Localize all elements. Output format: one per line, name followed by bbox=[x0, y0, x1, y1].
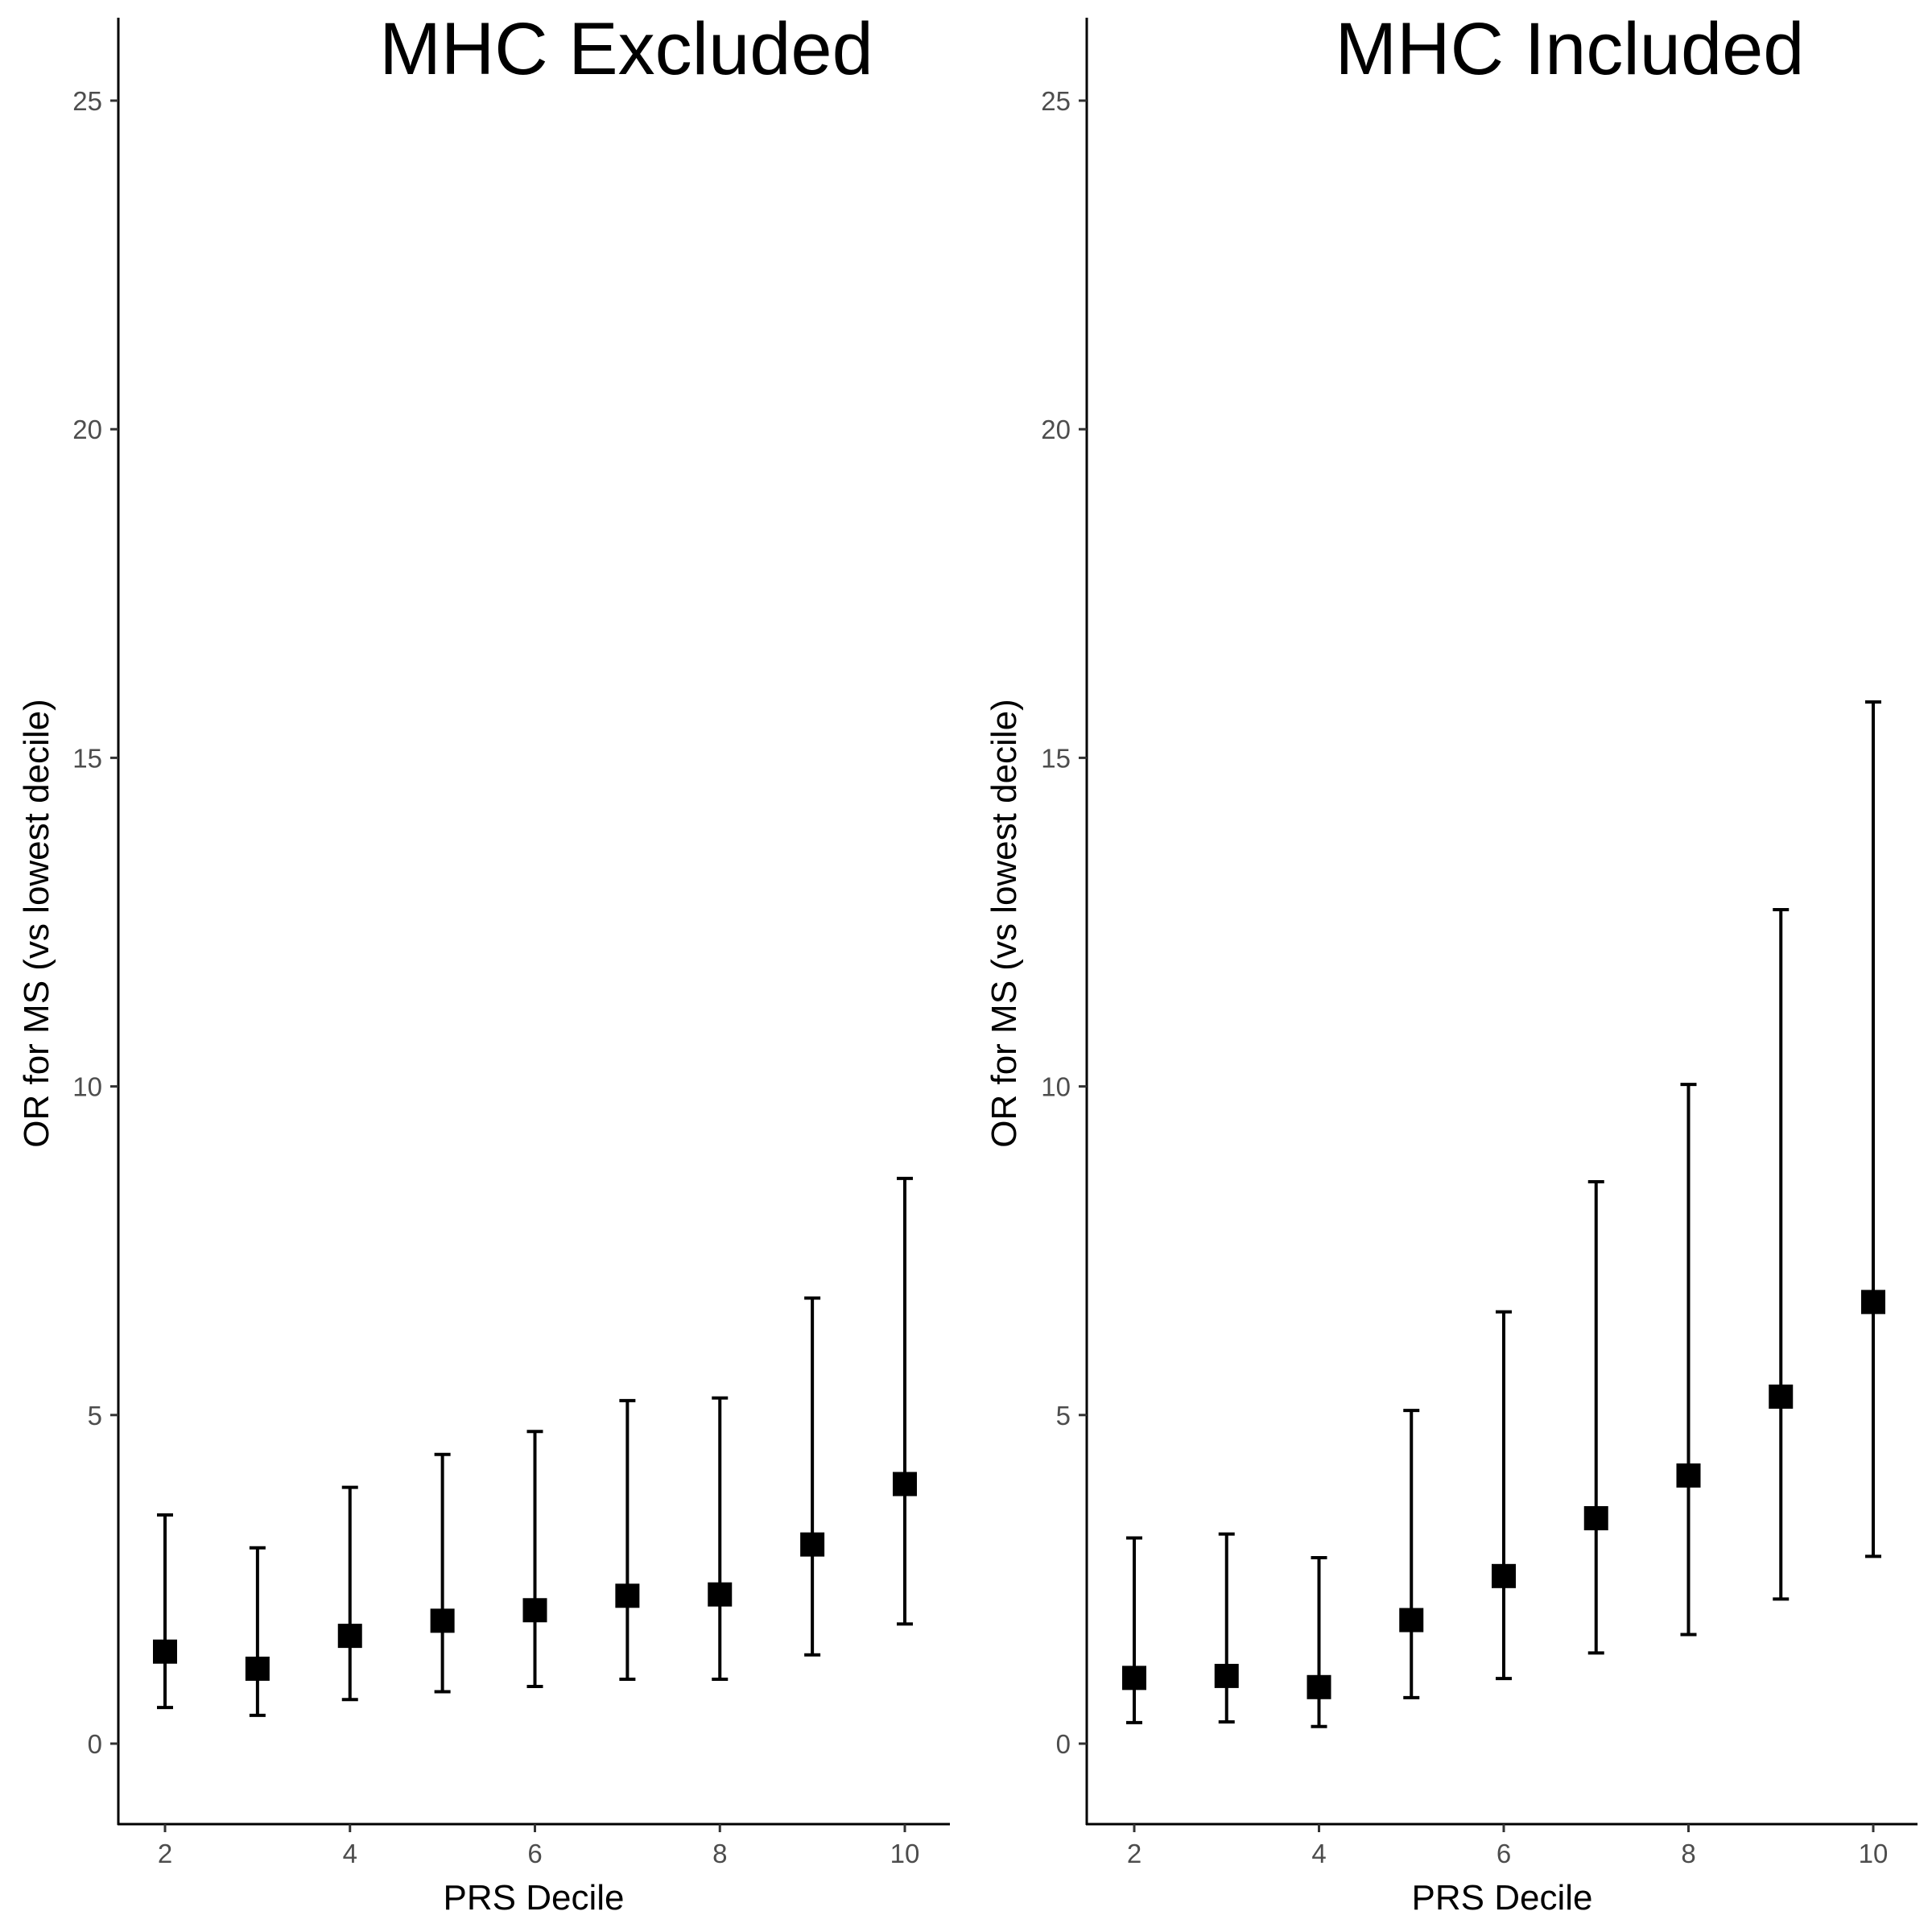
point-marker bbox=[1583, 1505, 1608, 1530]
y-tick-label: 20 bbox=[1041, 415, 1071, 444]
data-point-group bbox=[1307, 1555, 1331, 1728]
x-tick-label: 2 bbox=[1127, 1839, 1141, 1868]
x-tick-label: 6 bbox=[527, 1839, 542, 1868]
data-point-group bbox=[1214, 1532, 1239, 1724]
y-tick-label: 15 bbox=[1041, 743, 1071, 773]
x-axis-title: PRS Decile bbox=[1412, 1878, 1593, 1918]
point-marker bbox=[245, 1656, 270, 1681]
x-axis-title: PRS Decile bbox=[444, 1878, 625, 1918]
y-tick-label: 0 bbox=[1056, 1729, 1071, 1759]
point-marker bbox=[1122, 1666, 1146, 1690]
y-tick-label: 5 bbox=[1056, 1401, 1071, 1430]
panel-mhc-excluded: MHC Excluded OR for MS (vs lowest decile… bbox=[17, 8, 950, 1918]
data-point-group bbox=[800, 1296, 825, 1657]
data-point-group bbox=[615, 1398, 640, 1681]
point-marker bbox=[1492, 1563, 1516, 1588]
point-marker bbox=[893, 1472, 917, 1496]
point-marker bbox=[1307, 1674, 1331, 1699]
point-marker bbox=[708, 1582, 733, 1607]
panel-title: MHC Included bbox=[1335, 8, 1805, 90]
y-tick-label: 25 bbox=[72, 86, 102, 116]
x-tick-label: 8 bbox=[712, 1839, 727, 1868]
y-tick-label: 15 bbox=[72, 743, 102, 773]
data-point-group bbox=[522, 1430, 547, 1688]
y-tick-group: 0 5 10 15 20 25 bbox=[72, 86, 118, 1759]
x-tick-label: 6 bbox=[1496, 1839, 1511, 1868]
panel-mhc-included: MHC Included OR for MS (vs lowest decile… bbox=[985, 8, 1918, 1918]
x-tick-group: 2 4 6 8 10 bbox=[1127, 1824, 1889, 1868]
point-marker bbox=[800, 1532, 825, 1557]
y-tick-label: 5 bbox=[88, 1401, 102, 1430]
y-tick-group: 0 5 10 15 20 25 bbox=[1041, 86, 1087, 1759]
data-marks bbox=[153, 1176, 917, 1717]
data-point-group bbox=[430, 1452, 455, 1694]
point-marker bbox=[430, 1608, 455, 1633]
point-marker bbox=[1861, 1290, 1885, 1315]
data-point-group bbox=[708, 1396, 733, 1681]
point-marker bbox=[1214, 1663, 1239, 1688]
x-tick-label: 2 bbox=[158, 1839, 172, 1868]
x-tick-label: 10 bbox=[890, 1839, 920, 1868]
data-point-group bbox=[1122, 1536, 1146, 1724]
y-axis-title: OR for MS (vs lowest decile) bbox=[17, 699, 56, 1147]
y-tick-label: 25 bbox=[1041, 86, 1071, 116]
x-tick-group: 2 4 6 8 10 bbox=[158, 1824, 920, 1868]
x-tick-label: 10 bbox=[1859, 1839, 1889, 1868]
point-marker bbox=[1399, 1608, 1424, 1633]
x-tick-label: 4 bbox=[1311, 1839, 1326, 1868]
data-point-group bbox=[337, 1485, 362, 1702]
point-marker bbox=[615, 1583, 640, 1608]
y-tick-label: 0 bbox=[88, 1729, 102, 1759]
y-tick-label: 10 bbox=[1041, 1072, 1071, 1102]
point-marker bbox=[337, 1624, 362, 1649]
data-point-group bbox=[245, 1546, 270, 1717]
panel-title: MHC Excluded bbox=[379, 8, 873, 90]
x-tick-label: 8 bbox=[1681, 1839, 1695, 1868]
data-point-group bbox=[1399, 1409, 1424, 1699]
point-marker bbox=[1676, 1463, 1701, 1488]
data-point-group bbox=[1861, 700, 1885, 1558]
x-tick-label: 4 bbox=[343, 1839, 357, 1868]
data-point-group bbox=[1583, 1179, 1608, 1655]
y-tick-label: 10 bbox=[72, 1072, 102, 1102]
point-marker bbox=[522, 1598, 547, 1623]
data-marks bbox=[1122, 700, 1885, 1728]
data-point-group bbox=[893, 1176, 917, 1626]
data-point-group bbox=[1769, 907, 1794, 1601]
y-axis-title: OR for MS (vs lowest decile) bbox=[985, 699, 1024, 1147]
data-point-group bbox=[153, 1513, 177, 1710]
point-marker bbox=[1769, 1384, 1794, 1409]
y-tick-label: 20 bbox=[72, 415, 102, 444]
data-point-group bbox=[1676, 1083, 1701, 1637]
data-point-group bbox=[1492, 1310, 1516, 1681]
point-marker bbox=[153, 1639, 177, 1664]
